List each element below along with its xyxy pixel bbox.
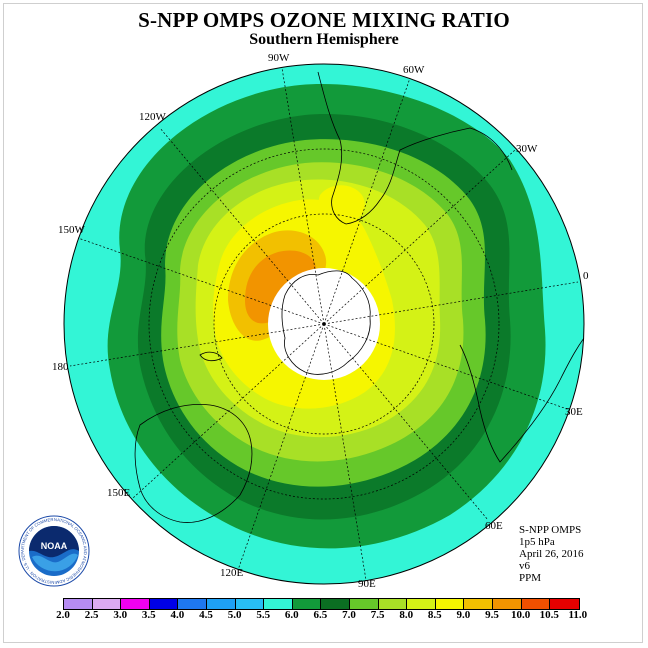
colorbar-tick-label: 9.5 xyxy=(485,609,499,621)
colorbar-cell xyxy=(264,599,293,609)
colorbar-cell xyxy=(206,599,236,609)
colorbar-tick-label: 5.0 xyxy=(227,609,242,621)
colorbar-tick-label: 4.5 xyxy=(199,609,213,621)
lon-label-120e: 120E xyxy=(220,567,244,579)
colorbar-cell xyxy=(378,599,408,609)
map-subtitle: Southern Hemisphere xyxy=(249,31,399,48)
colorbar-cell xyxy=(292,599,322,609)
colorbar-tick-label: 6.0 xyxy=(284,609,299,621)
antarctica-coast xyxy=(281,270,371,375)
colorbar-cell xyxy=(149,599,179,609)
colorbar-tick-label: 8.0 xyxy=(399,609,414,621)
colorbar-cell xyxy=(92,599,122,609)
info-units: PPM xyxy=(519,572,542,584)
lon-label-180: 180 xyxy=(52,361,69,373)
new-zealand-coast xyxy=(199,351,223,362)
colorbar-cell xyxy=(464,599,493,609)
lon-label-30w: 30W xyxy=(516,143,538,155)
colorbar-tick-label: 2.0 xyxy=(56,609,70,621)
colorbar-tick-label: 11.0 xyxy=(568,609,588,621)
colorbar-cell xyxy=(321,599,350,609)
colorbar-tick-label: 4.0 xyxy=(170,609,185,621)
colorbar-tick-label: 2.5 xyxy=(84,609,99,621)
colorbar-cell xyxy=(121,599,150,609)
lon-label-90e: 90E xyxy=(358,578,376,590)
south-america-coast xyxy=(317,71,513,225)
colorbar-tick-label: 8.5 xyxy=(427,609,442,621)
lon-label-150w: 150W xyxy=(58,224,86,236)
colorbar-tick-labels: 2.0 2.5 3.0 3.5 4.0 4.5 5.0 5.5 6.0 6.5 7.0 7.5 8.0 8… xyxy=(0,609,648,623)
colorbar-cell xyxy=(550,599,579,609)
ozone-field xyxy=(64,64,584,584)
info-pressure-level: 1p5 hPa xyxy=(519,536,555,548)
info-satellite: S-NPP OMPS xyxy=(519,524,582,536)
colorbar-cell xyxy=(349,599,379,609)
map-title: S-NPP OMPS OZONE MIXING RATIO xyxy=(138,8,510,32)
noaa-logo: NOAA NATIONAL OCEANIC AND ATMOSPHERIC AD… xyxy=(18,515,90,587)
lon-label-30e: 30E xyxy=(565,406,583,418)
lon-label-150e: 150E xyxy=(107,487,131,499)
colorbar-tick-label: 10.0 xyxy=(510,609,531,621)
colorbar-tick-label: 3.5 xyxy=(141,609,156,621)
colorbar-tick-label: 7.5 xyxy=(370,609,385,621)
colorbar-cell xyxy=(178,599,207,609)
colorbar-cell xyxy=(435,599,465,609)
colorbar-tick-label: 5.5 xyxy=(256,609,271,621)
lon-label-90w: 90W xyxy=(268,52,290,64)
info-version: v6 xyxy=(519,560,530,572)
lon-label-60e: 60E xyxy=(485,520,503,532)
colorbar-tick-label: 6.5 xyxy=(313,609,328,621)
colorbar-tick-label: 3.0 xyxy=(113,609,128,621)
figure-frame xyxy=(3,3,643,643)
lon-label-60w: 60W xyxy=(403,64,425,76)
australia-coast xyxy=(134,404,253,523)
logo-text: NOAA xyxy=(41,541,68,551)
lon-label-120w: 120W xyxy=(139,111,167,123)
map-boundary xyxy=(63,63,585,585)
colorbar-tick-label: 9.0 xyxy=(456,609,471,621)
colorbar-cell xyxy=(235,599,265,609)
lon-label-0: 0 xyxy=(583,270,589,282)
south-pole-marker xyxy=(322,322,326,326)
colorbar-cell xyxy=(521,599,551,609)
colorbar-tick-label: 7.0 xyxy=(342,609,356,621)
colorbar-cell xyxy=(492,599,522,609)
graticule xyxy=(69,67,579,581)
band-9-5 xyxy=(245,250,317,324)
colorbar-tick-label: 10.5 xyxy=(539,609,559,621)
colorbar xyxy=(63,598,580,610)
colorbar-cell xyxy=(64,599,93,609)
info-block: S-NPP OMPS 1p5 hPa April 26, 2016 v6 PPM xyxy=(519,524,583,584)
info-date: April 26, 2016 xyxy=(519,548,584,560)
africa-coast xyxy=(459,329,584,463)
colorbar-cell xyxy=(407,599,436,609)
